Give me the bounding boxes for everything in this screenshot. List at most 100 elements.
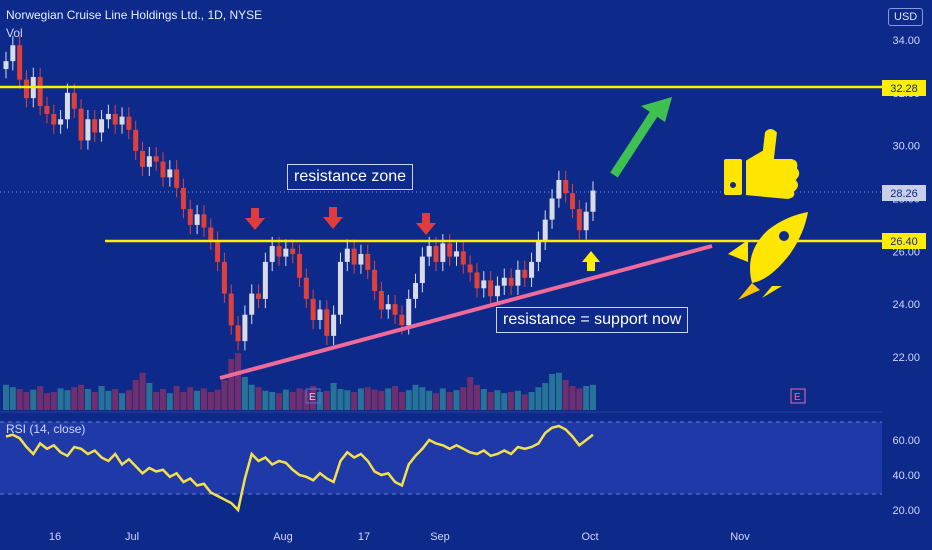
volume-bar	[57, 388, 64, 410]
volume-bar	[419, 387, 426, 410]
candle-body	[187, 209, 193, 225]
green-arrow-icon	[610, 97, 672, 178]
volume-bar	[282, 389, 289, 410]
volume-bar	[323, 390, 330, 410]
currency-button[interactable]: USD	[888, 8, 924, 26]
volume-bar	[241, 377, 248, 410]
candle-body	[440, 243, 446, 262]
candle-body	[201, 214, 207, 228]
candle-body	[542, 219, 548, 241]
volume-bar	[221, 380, 228, 410]
volume-bar	[98, 386, 105, 410]
candle-body	[576, 209, 582, 231]
candle-body	[331, 314, 337, 336]
candle-body	[37, 76, 43, 107]
candle-body	[23, 79, 29, 99]
candle-body	[358, 253, 364, 265]
volume-bar	[473, 384, 480, 410]
candle-body	[460, 251, 466, 265]
candle-body	[92, 119, 98, 133]
candle-body	[3, 61, 9, 70]
price-tick-label: 24.00	[892, 299, 920, 311]
price-tag-middle-bg	[882, 233, 926, 249]
price-tag-current: 28.26	[890, 188, 918, 200]
volume-bar	[146, 383, 153, 410]
candle-body	[344, 248, 350, 262]
candle-body	[406, 298, 412, 326]
candle-body	[310, 298, 316, 321]
volume-bar	[528, 392, 535, 410]
volume-bar	[248, 384, 255, 410]
x-tick-label: Oct	[581, 531, 598, 543]
x-tick-label: Nov	[730, 531, 750, 543]
candle-body	[180, 187, 186, 210]
candle-body	[556, 180, 562, 199]
price-tick-label: 30.00	[892, 141, 920, 153]
candle-body	[105, 113, 111, 120]
candle-body	[221, 261, 227, 294]
candle-body	[64, 92, 70, 120]
candle-body	[276, 246, 282, 257]
candle-body	[235, 325, 241, 342]
volume-bar	[228, 359, 235, 410]
candle-body	[51, 113, 57, 125]
candle-body	[228, 293, 234, 326]
volume-bar	[262, 390, 269, 410]
price-tick-label: 26.00	[892, 246, 920, 258]
volume-bar	[166, 393, 173, 410]
candle-body	[194, 214, 200, 225]
candle-body	[283, 248, 289, 257]
candle-body	[488, 280, 494, 297]
volume-bar	[412, 384, 419, 410]
volume-bar	[460, 387, 467, 410]
volume-bar	[255, 387, 262, 410]
volume-bar	[276, 393, 283, 410]
candle-body	[590, 190, 596, 212]
price-tick-label: 22.00	[892, 352, 920, 364]
volume-bar	[37, 386, 44, 410]
volume-bar	[542, 383, 549, 410]
candle-body	[324, 309, 330, 336]
x-tick-label: Sep	[430, 531, 450, 543]
volume-bar	[23, 392, 30, 410]
candle-body	[174, 169, 180, 188]
candle-body	[583, 211, 589, 231]
candle-body	[99, 119, 105, 133]
volume-bar	[576, 388, 583, 410]
volume-bar	[207, 392, 214, 410]
volume-bar	[214, 389, 221, 410]
volume-bar	[357, 388, 364, 410]
candle-body	[317, 309, 323, 321]
volume-bar	[364, 387, 371, 410]
candle-body	[262, 261, 268, 299]
volume-bar	[426, 390, 433, 410]
candle-body	[269, 246, 275, 262]
svg-text:E: E	[309, 392, 316, 403]
candle-body	[501, 277, 507, 286]
candle-body	[413, 283, 419, 299]
svg-text:E: E	[794, 392, 801, 403]
volume-bar	[494, 390, 501, 410]
candle-body	[426, 246, 432, 257]
rsi-label: RSI (14, close)	[6, 422, 86, 436]
volume-bar	[16, 389, 23, 410]
x-tick-label: Jul	[125, 531, 139, 543]
support-trendline	[219, 244, 713, 380]
volume-bar	[289, 392, 296, 410]
candle-body	[337, 261, 343, 315]
volume-bar	[569, 386, 576, 410]
volume-bar	[3, 384, 9, 410]
down-arrow-2	[323, 207, 343, 229]
candle-body	[297, 253, 302, 278]
down-arrow-3	[416, 213, 436, 235]
volume-bar	[139, 372, 146, 410]
thumbs-up-icon	[722, 127, 802, 202]
earnings-marker-1: E	[305, 388, 321, 404]
volume-bar	[378, 390, 385, 410]
candle-body	[447, 243, 453, 257]
volume-bar	[180, 392, 187, 410]
chart-title: Norwegian Cruise Line Holdings Ltd., 1D,…	[6, 8, 263, 22]
volume-bar	[269, 392, 276, 410]
rsi-tick-label: 20.00	[892, 505, 920, 517]
candle-body	[365, 253, 371, 270]
